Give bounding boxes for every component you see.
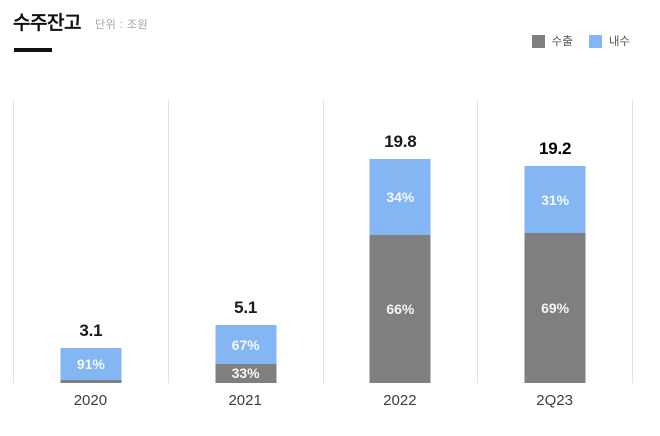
chart-column-2021: 5.1 67% 33% (167, 100, 323, 383)
segment-domestic: 31% (524, 166, 586, 234)
segment-export (60, 379, 122, 383)
chart-column-2020: 3.1 91% (13, 100, 168, 383)
legend-swatch-domestic (588, 34, 602, 48)
total-label: 5.1 (234, 298, 258, 318)
bar-2Q23: 31% 69% (524, 166, 586, 383)
segment-export: 33% (215, 363, 277, 383)
chart-column-2022: 19.8 34% 66% (322, 100, 478, 383)
legend-label-export: 수출 (551, 36, 573, 48)
x-axis-label-2Q23: 2Q23 (536, 392, 573, 409)
segment-export: 66% (369, 235, 431, 383)
plot-area: 3.1 91% 5.1 67% 33% 19.8 34% 66% 19.2 31% 69% (13, 100, 633, 383)
bar-2021: 67% 33% (215, 325, 277, 383)
x-axis-label-2020: 2020 (73, 392, 108, 409)
unit-label: 단위 : 조원 (95, 19, 149, 31)
percent-label: 66% (386, 301, 415, 318)
legend-item-domestic: 내수 (588, 33, 630, 49)
title-underline (14, 48, 52, 52)
segment-domestic: 91% (60, 347, 122, 380)
total-label: 19.8 (384, 132, 417, 152)
percent-label: 91% (76, 355, 105, 372)
legend-swatch-export (531, 34, 545, 48)
percent-label: 69% (541, 300, 570, 317)
percent-label: 31% (541, 191, 570, 208)
percent-label: 67% (231, 336, 260, 353)
segment-domestic: 67% (215, 325, 277, 364)
x-axis: 2020 2021 2022 2Q23 (13, 392, 632, 409)
percent-label: 33% (231, 365, 260, 382)
chart-column-2Q23: 19.2 31% 69% (477, 100, 632, 383)
legend-label-domestic: 내수 (608, 36, 630, 48)
x-axis-label-2021: 2021 (228, 392, 262, 409)
legend-item-export: 수출 (531, 33, 573, 49)
segment-export: 69% (524, 233, 586, 383)
bar-2020: 91% (60, 347, 122, 383)
percent-label: 34% (386, 189, 415, 206)
segment-domestic: 34% (369, 159, 431, 236)
legend: 수출 내수 (531, 33, 630, 49)
total-label: 3.1 (79, 320, 103, 340)
total-label: 19.2 (538, 139, 572, 159)
x-axis-label-2022: 2022 (383, 392, 417, 409)
bar-2022: 34% 66% (369, 159, 431, 383)
page-title: 수주잔고 (13, 13, 81, 34)
